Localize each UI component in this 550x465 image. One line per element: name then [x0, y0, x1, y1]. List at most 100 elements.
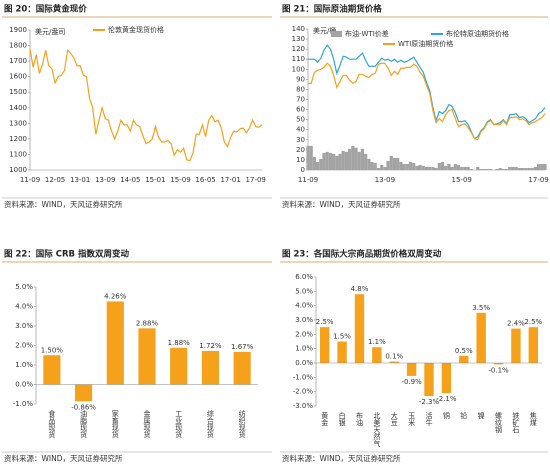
legend-label: 布油-WTI价差 [345, 29, 389, 38]
bar [138, 328, 156, 385]
x-tick-label: 铁矿石 [512, 411, 520, 434]
bar [424, 363, 434, 396]
area-bar [373, 162, 377, 170]
area-bar [386, 160, 390, 170]
x-tick-label: 纺织现货 [238, 409, 246, 439]
value-label: 1.67% [231, 343, 254, 351]
area-bar [348, 148, 352, 170]
x-tick-label: 17-09 [528, 176, 548, 184]
area-bar [479, 168, 483, 170]
area-bar [514, 166, 518, 170]
area-bar [540, 163, 544, 170]
x-tick-label: 油脂现货 [80, 409, 88, 439]
value-label: 4.8% [351, 285, 369, 293]
x-tick-label: 家畜现货 [111, 409, 119, 439]
area-bar [380, 164, 384, 170]
y-tick-label: -1.0% [13, 400, 34, 408]
value-label: -0.86% [71, 403, 96, 411]
area-bar [424, 166, 429, 170]
source: 资料来源：WIND，天风证券研究所 [4, 453, 123, 463]
bar [354, 294, 365, 363]
chart-title: 图 20：国际黄金现价 [4, 4, 87, 15]
bar [476, 312, 486, 363]
y-tick-label: 1700 [9, 57, 27, 65]
y-tick-label: 30 [296, 136, 305, 144]
x-tick-label: 15-01 [145, 176, 165, 184]
area-bar [412, 162, 416, 170]
chart-title: 图 21：国际原油期货价格 [282, 4, 382, 15]
x-tick-label: 布油 [355, 411, 363, 427]
area-bar [418, 164, 422, 170]
y-tick-label: 120 [292, 45, 305, 53]
value-label: -2.1% [436, 395, 457, 403]
y-tick-label: 50 [296, 116, 305, 124]
area-bar [399, 161, 403, 170]
y-tick-label: 4.0% [295, 302, 313, 310]
bar [106, 301, 124, 385]
y-tick-label: 1.0% [295, 345, 313, 353]
value-label: 2.88% [136, 319, 159, 327]
x-tick-label: 铜 [442, 411, 450, 420]
area-bar [453, 163, 457, 170]
y-tick-label: 100 [292, 65, 305, 73]
area-bar [434, 167, 438, 170]
value-label: 0.5% [455, 347, 473, 355]
chart-title: 图 22：国际 CRB 指数双周变动 [4, 249, 129, 260]
x-tick-label: 螺纹钢 [495, 411, 503, 434]
source: 资料来源：WIND，天风证券研究所 [282, 199, 401, 209]
area-bar [504, 168, 509, 170]
area-bar [370, 161, 374, 170]
y-tick-label: 4.0% [15, 303, 33, 311]
area-bar [383, 166, 387, 170]
area-bar [485, 168, 489, 170]
area-bar [476, 166, 480, 170]
area-bar [466, 166, 470, 170]
x-tick-label: 大豆 [390, 411, 398, 426]
y-tick-label: 2.0% [295, 330, 313, 338]
area-bar [543, 163, 547, 170]
value-label: 2.4% [507, 320, 525, 328]
y-tick-label: -2.0% [293, 388, 314, 396]
value-label: 1.88% [168, 339, 191, 347]
value-label: 1.50% [41, 346, 64, 354]
y-tick-label: 1800 [9, 42, 27, 50]
area-bar [335, 155, 339, 170]
legend-label: 伦敦黄金现货价格 [108, 25, 164, 34]
area-bar [405, 163, 409, 170]
bar [170, 347, 188, 385]
x-tick-label: 综合现货 [206, 409, 214, 439]
area-bar [498, 167, 502, 170]
y-tick-label: 1300 [9, 119, 27, 127]
area-bar [530, 167, 534, 170]
value-label: -0.1% [488, 366, 509, 374]
y-tick-label: 1.0% [15, 361, 33, 369]
legend-swatch [331, 31, 342, 37]
y-tick-label: 80 [296, 85, 305, 93]
area-bar [415, 165, 419, 170]
x-tick-label: 15-09 [452, 176, 472, 184]
unit-label: 美元/桶 [313, 26, 336, 35]
y-tick-label: 6.0% [295, 273, 313, 281]
area-bar [460, 166, 464, 170]
x-tick-label: 13-01 [70, 176, 90, 184]
area-bar [440, 161, 445, 170]
y-tick-label: 0.0% [295, 359, 313, 367]
area-bar [447, 163, 451, 170]
area-bar [357, 151, 361, 170]
area-bar [469, 168, 473, 170]
value-label: 3.5% [472, 304, 490, 312]
x-tick-label: 白银 [338, 411, 346, 427]
area-bar [524, 167, 528, 170]
x-tick-label: 焦煤 [529, 411, 537, 427]
y-tick-label: 5.0% [295, 287, 313, 295]
value-label: 0.1% [385, 353, 403, 361]
x-tick-label: 12-05 [45, 176, 65, 184]
area-bar [367, 158, 371, 170]
y-tick-label: 1000 [9, 166, 27, 174]
area-bar [376, 167, 381, 170]
bar [201, 350, 219, 385]
area-bar [306, 145, 310, 170]
x-tick-label: 北美天然气 [373, 412, 381, 447]
bar [43, 355, 61, 385]
